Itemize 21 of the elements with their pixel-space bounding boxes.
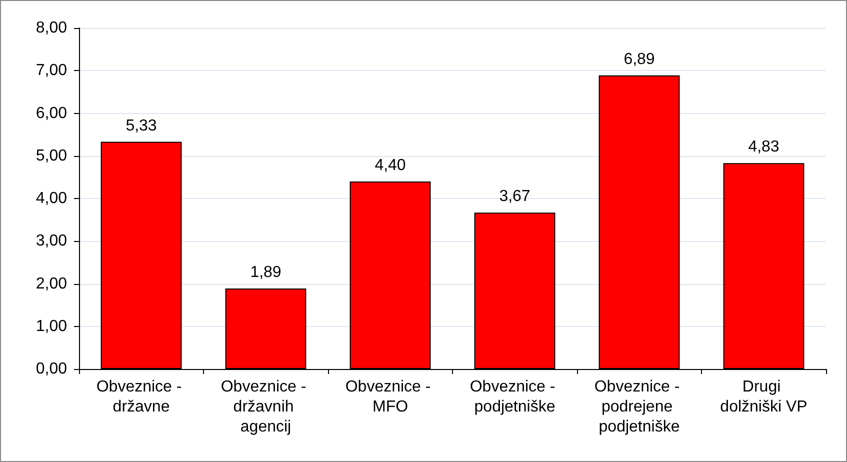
data-label: 1,89: [250, 264, 282, 281]
y-tick-label: 6,00: [36, 104, 68, 122]
data-label: 4,83: [748, 138, 780, 156]
y-tick-label: 4,00: [36, 190, 68, 207]
x-tick-label: Obveznice - podjetniške: [470, 378, 560, 416]
y-tick-label: 2,00: [36, 275, 68, 292]
data-label: 6,89: [624, 50, 655, 68]
data-label: 5,33: [126, 117, 157, 134]
data-label: 3,67: [499, 188, 530, 206]
y-tick-label: 7,00: [36, 62, 68, 80]
x-tick-label: Obveznice - državnih agencij: [220, 378, 311, 436]
x-tick-label: Drugi dolžniški VP: [720, 378, 808, 416]
x-tick-label: Obveznice - MFO: [345, 378, 436, 416]
y-tick-label: 3,00: [36, 232, 68, 250]
y-tick-label: 5,00: [36, 147, 68, 164]
y-tick-label: 8,00: [36, 20, 68, 36]
x-tick-label: Obveznice - podrejene podjetniške: [594, 378, 684, 436]
data-label: 4,40: [374, 156, 406, 174]
x-tick-label: Obveznice - državne: [96, 378, 186, 416]
y-tick-label: 0,00: [36, 360, 68, 378]
y-tick-label: 1,00: [36, 318, 68, 335]
